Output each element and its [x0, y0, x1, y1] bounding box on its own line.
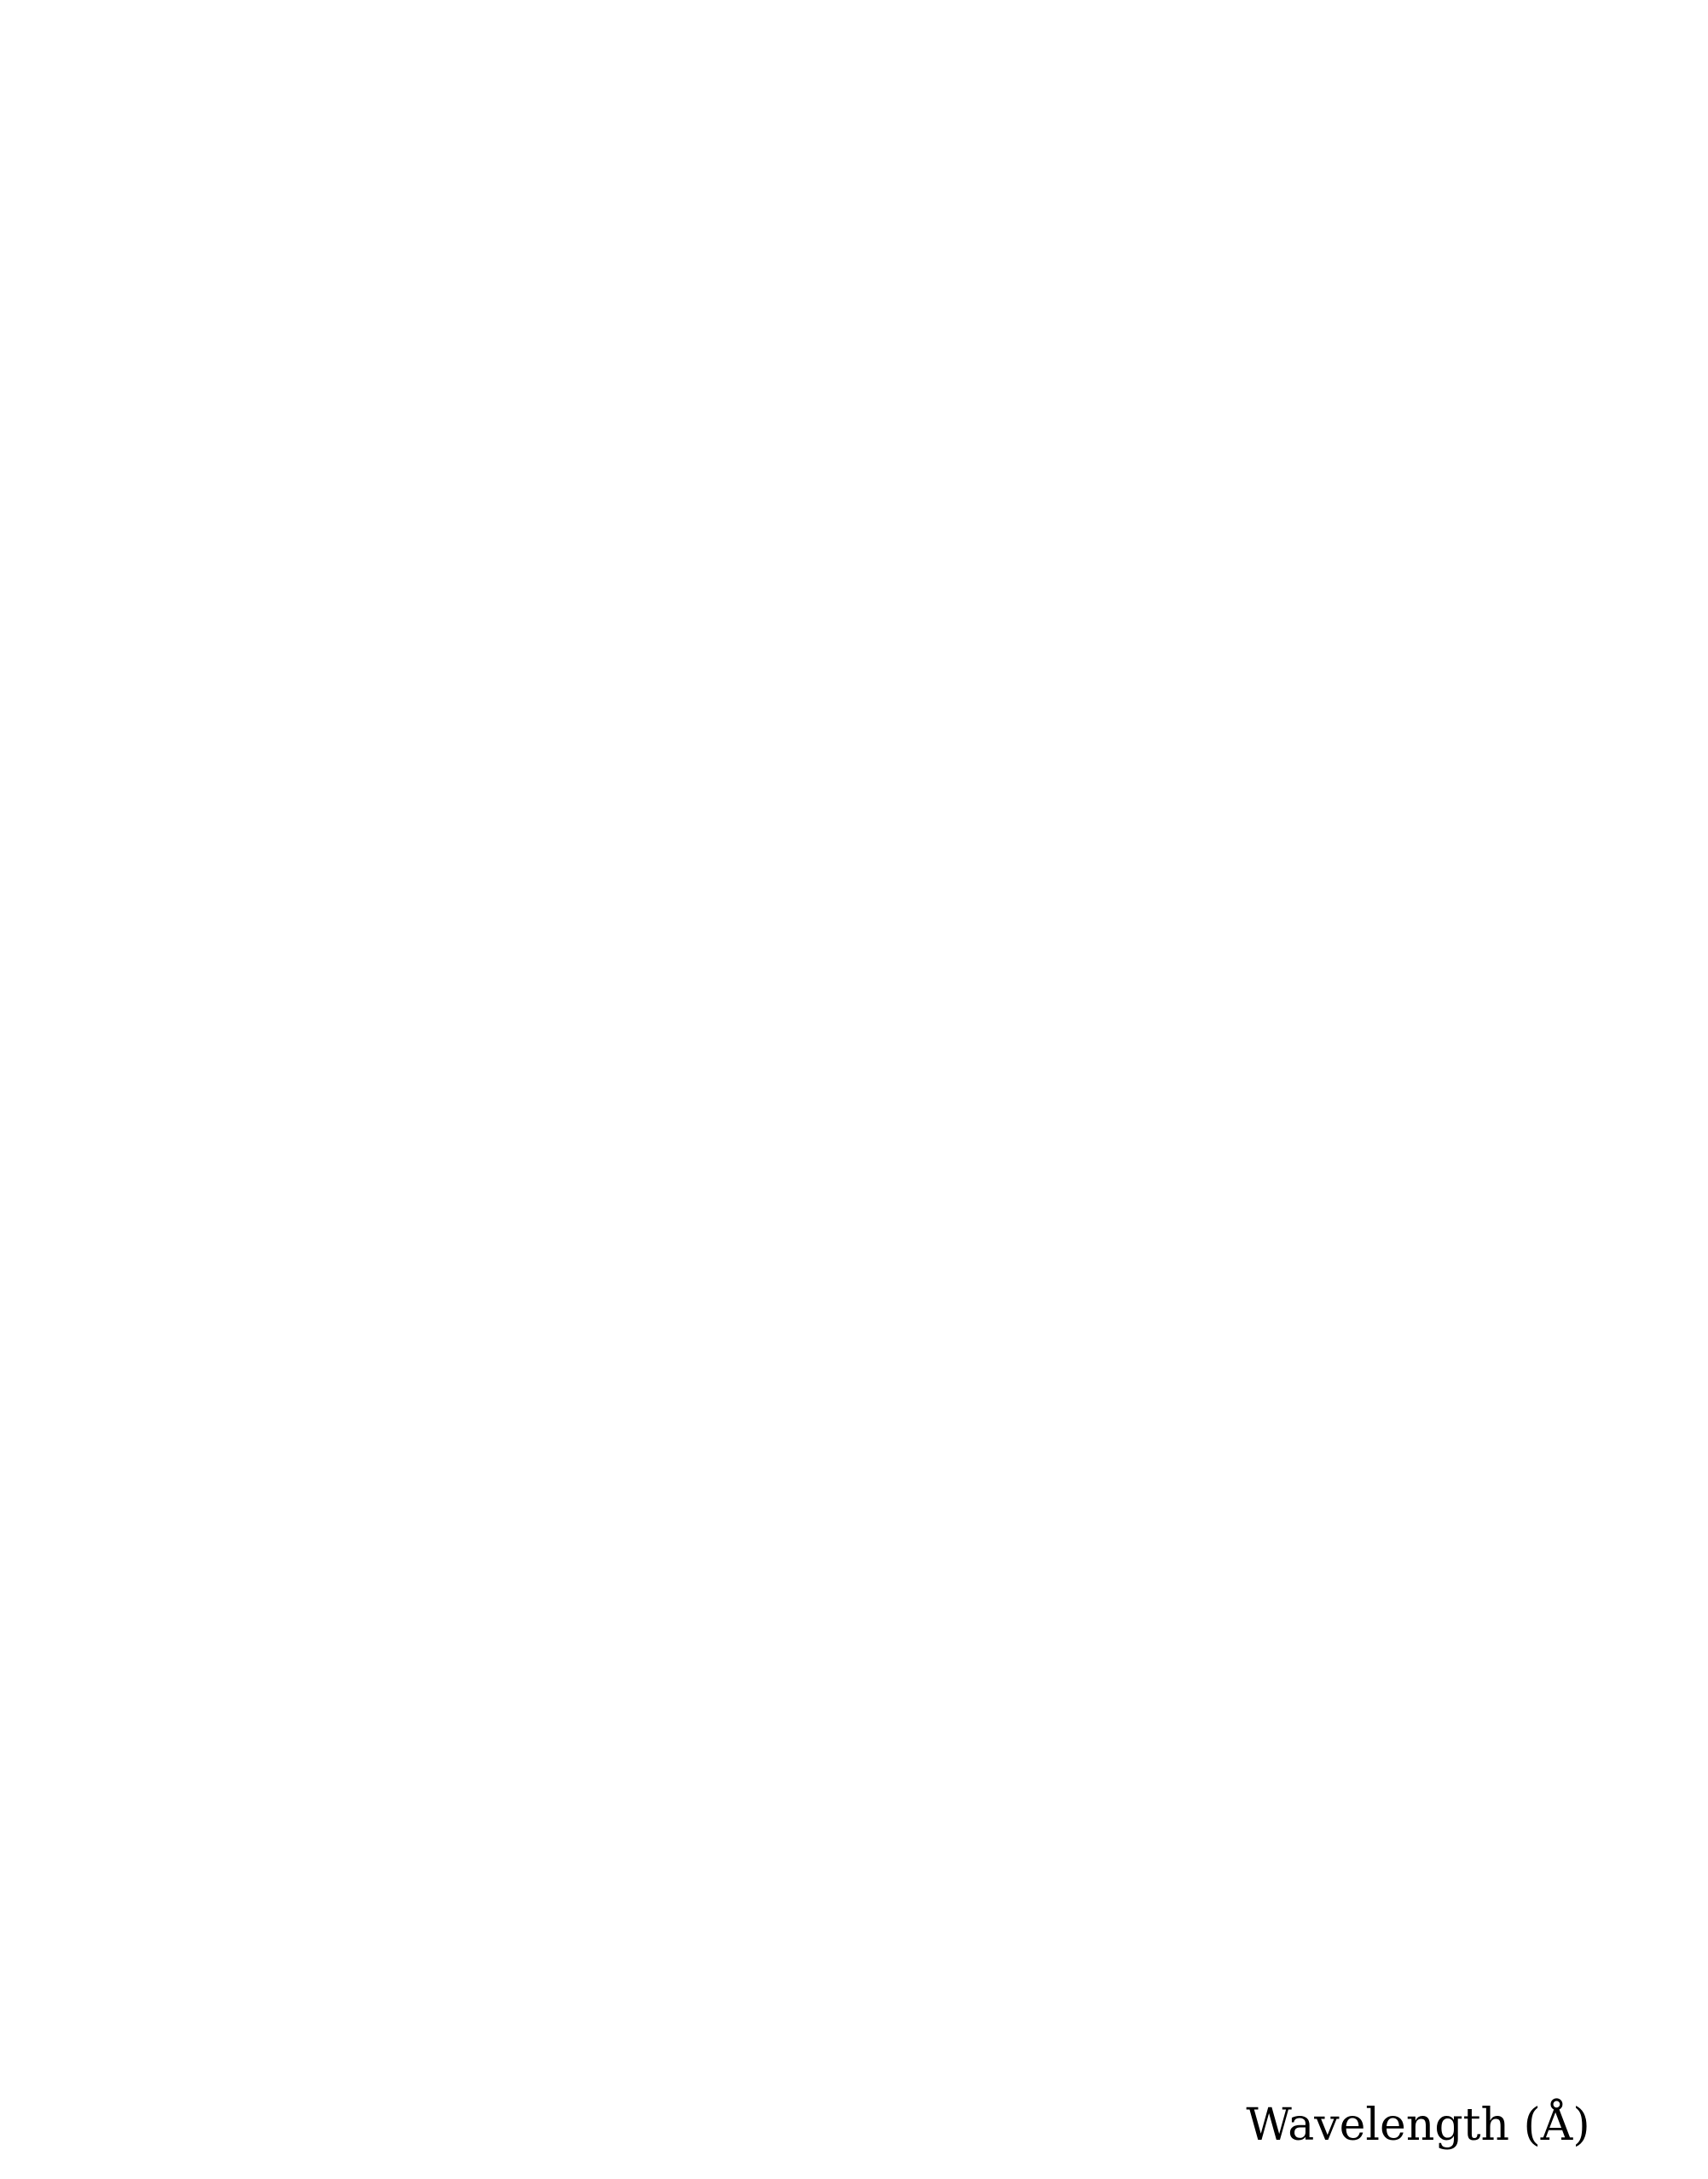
x-axis-label-wavelength-angstrom: Wavelength (Å)	[1246, 2100, 1590, 2151]
